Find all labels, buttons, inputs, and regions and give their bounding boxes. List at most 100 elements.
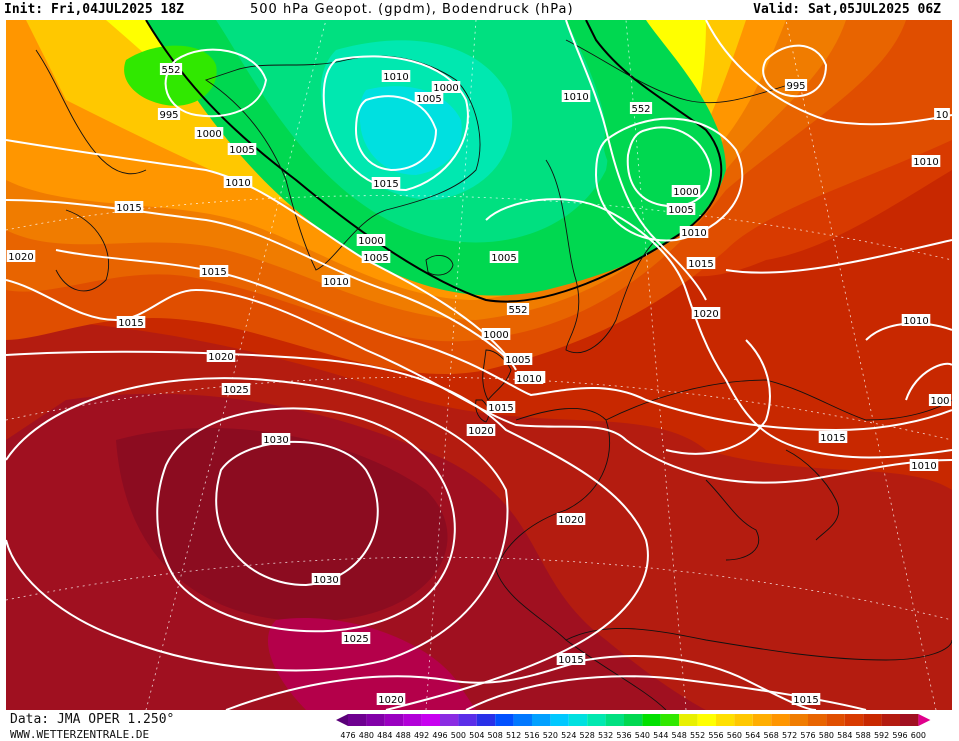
isobar-label: 1030 [261,433,291,446]
legend-swatch [366,714,385,726]
isobar-label: 1015 [486,401,516,414]
svg-text:1030: 1030 [313,575,338,586]
legend-swatch [384,714,404,726]
data-source-label: Data: JMA OPER 1.250° [10,712,175,727]
legend-swatch [587,714,606,726]
isobar-label: 1020 [376,693,406,706]
isobar-label: 1015 [199,265,229,278]
svg-text:1015: 1015 [558,655,583,666]
svg-text:995: 995 [159,110,178,121]
legend-swatch [624,714,643,726]
legend-arrow-right [918,714,931,726]
legend-level-label: 504 [469,731,484,740]
svg-text:1015: 1015 [688,259,713,270]
isobar-label: 1015 [818,431,848,444]
svg-text:1000: 1000 [433,83,458,94]
svg-text:1015: 1015 [793,695,818,706]
valid-time-label: Valid: Sat,05JUL2025 06Z [753,2,941,17]
isobar-label: 1005 [666,203,696,216]
svg-text:1005: 1005 [229,145,254,156]
isobar-label: 1000 [431,81,461,94]
svg-text:1015: 1015 [373,179,398,190]
legend-swatch [458,714,477,726]
svg-text:1015: 1015 [116,203,141,214]
legend-level-label: 488 [396,731,411,740]
legend-swatch [403,714,422,726]
legend-arrow-left [336,714,348,726]
legend-level-label: 560 [727,731,742,740]
isobar-label: 1015 [116,316,146,329]
legend-swatch [826,714,845,726]
svg-text:552: 552 [631,104,650,115]
isobar-label: 1010 [381,70,411,83]
legend-level-label: 564 [745,731,760,740]
legend-swatch [771,714,790,726]
graticule [6,20,952,710]
isobar-label: 1005 [489,251,519,264]
isobar-label: 1000 [671,185,701,198]
isobar-label: 1010 [223,176,253,189]
band-592 [116,428,448,622]
legend-swatch [697,714,716,726]
isobar-label: 1005 [227,143,257,156]
isobar-label: 1000 [481,328,511,341]
isobar-label: 1020 [556,513,586,526]
legend-level-label: 524 [561,731,576,740]
coastlines [35,39,952,710]
svg-text:1005: 1005 [416,94,441,105]
legend-swatch [605,714,624,726]
legend-swatch [421,714,440,726]
legend-level-label: 484 [377,731,392,740]
legend-swatches [336,714,931,726]
legend-swatch [476,714,496,726]
legend-level-label: 600 [911,731,926,740]
svg-text:1020: 1020 [8,252,33,263]
isobar-label: 1000 [356,234,386,247]
legend-level-label: 532 [598,731,613,740]
legend-level-label: 528 [580,731,595,740]
isobar-label: 1020 [6,250,36,263]
map-canvas: 5529951000100510101015102010151015101010… [6,20,952,710]
band-548-west [124,45,217,106]
isobar-label: 1010 [911,155,941,168]
isobar-label: 1015 [686,257,716,270]
legend-level-label: 476 [340,731,355,740]
svg-text:1030: 1030 [263,435,288,446]
header-bar: Init: Fri,04JUL2025 18Z 500 hPa Geopot. … [0,0,959,20]
weather-map: 552 995 1000 1005 1010 1015 1020 1015 1015 1010 10… [6,20,952,710]
svg-text:1010: 1010 [516,374,541,385]
legend-swatch [532,714,551,726]
legend-swatch [550,714,569,726]
svg-text:1005: 1005 [491,253,516,264]
legend-labels: 476 480 484 488 492 496 500 504 508 512 516 520 524 5… [340,731,926,740]
svg-text:1010: 1010 [383,72,408,83]
svg-text:1025: 1025 [223,385,248,396]
svg-text:1015: 1015 [820,433,845,444]
legend-level-label: 480 [359,731,374,740]
svg-text:552: 552 [161,65,180,76]
legend-level-label: 596 [892,731,907,740]
legend-swatch [495,714,514,726]
legend-level-label: 592 [874,731,889,740]
legend-level-label: 496 [432,731,447,740]
isobar-label: 552 [629,102,653,115]
isobar-label: 995 [157,108,181,121]
isobar-label: 1030 [311,573,341,586]
svg-text:1005: 1005 [363,253,388,264]
svg-text:1020: 1020 [693,309,718,320]
svg-text:1010: 1010 [903,316,928,327]
legend-swatch [642,714,661,726]
isobar-label: 1015 [791,693,821,706]
legend-swatch [440,714,459,726]
legend-swatch [679,714,698,726]
isobar-label: 1010 [679,226,709,239]
svg-text:1010: 1010 [563,92,588,103]
legend-level-label: 588 [856,731,871,740]
legend-swatch [716,714,735,726]
isobar-label: 1015 [371,177,401,190]
isobar-label: 10 [934,108,950,121]
isobar-label: 1015 [114,201,144,214]
legend-swatch [513,714,532,726]
isobar-label: 1025 [341,632,371,645]
svg-text:100: 100 [930,396,949,407]
